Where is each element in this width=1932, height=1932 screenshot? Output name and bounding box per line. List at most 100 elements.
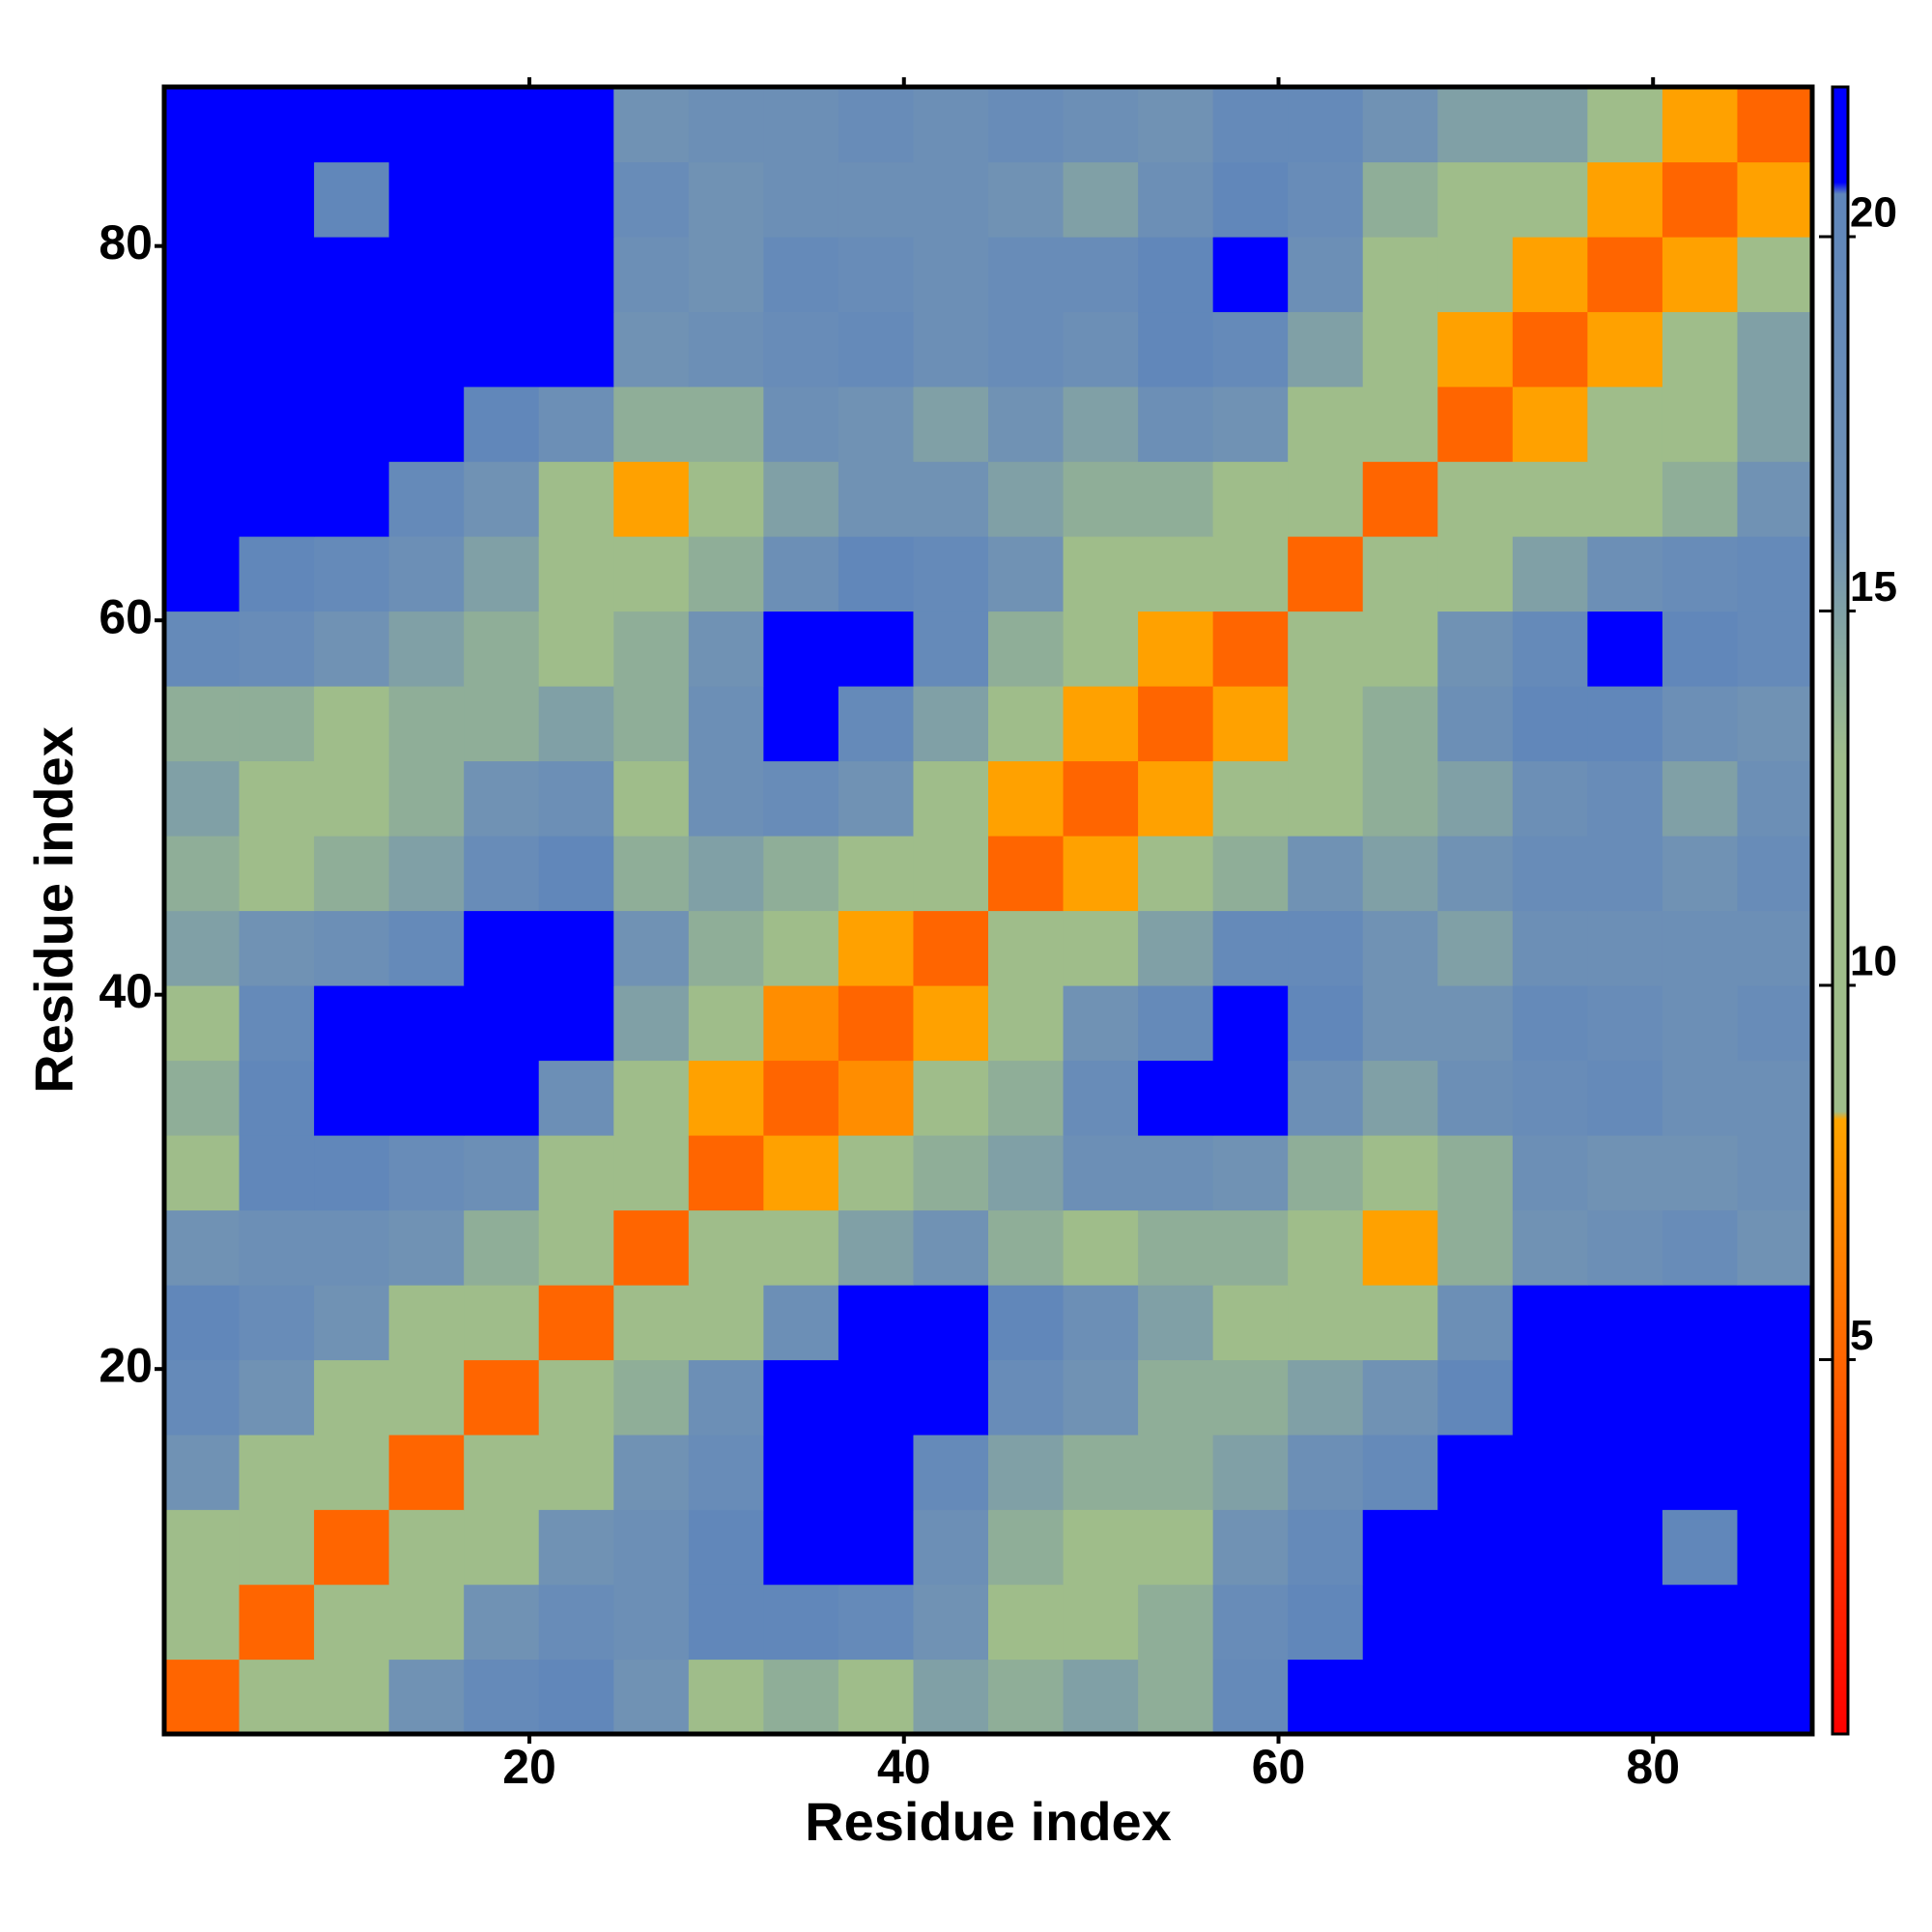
heatmap-cell (1737, 1209, 1813, 1286)
heatmap-cell (838, 237, 915, 313)
heatmap-cell (763, 461, 839, 537)
heatmap-cell (388, 985, 465, 1062)
heatmap-cell (988, 1060, 1065, 1136)
heatmap-cell (838, 611, 915, 687)
heatmap-cell (1212, 161, 1289, 238)
heatmap-cell (1138, 611, 1214, 687)
heatmap-cell (988, 87, 1065, 163)
heatmap-cell (913, 1584, 989, 1661)
heatmap-cell (1512, 1509, 1588, 1585)
heatmap-cell (464, 237, 540, 313)
heatmap-cell (1662, 1285, 1739, 1361)
heatmap-cell (314, 1584, 390, 1661)
heatmap-cell (763, 1659, 839, 1735)
colorbar-tick-label: 20 (1850, 189, 1897, 237)
heatmap-cell (688, 87, 764, 163)
heatmap-cell (314, 1359, 390, 1435)
heatmap-cell (913, 1509, 989, 1585)
heatmap-cell (239, 87, 315, 163)
heatmap-cell (164, 1359, 241, 1435)
heatmap-cell (464, 1209, 540, 1286)
heatmap-cell (239, 1509, 315, 1585)
heatmap-cell (314, 386, 390, 463)
heatmap-cell (1212, 1060, 1289, 1136)
heatmap-cell (1138, 1584, 1214, 1661)
heatmap-cell (763, 760, 839, 837)
heatmap-cell (838, 836, 915, 912)
heatmap-cell (464, 611, 540, 687)
heatmap-cell (763, 1209, 839, 1286)
heatmap-cell (538, 760, 614, 837)
heatmap-cell (464, 536, 540, 612)
heatmap-cell (1212, 910, 1289, 986)
heatmap-cell (1512, 1060, 1588, 1136)
heatmap-cell (1138, 237, 1214, 313)
heatmap-cell (1437, 1359, 1514, 1435)
heatmap-cell (1662, 237, 1739, 313)
heatmap-cell (1437, 461, 1514, 537)
heatmap-cell (688, 461, 764, 537)
heatmap-cell (1288, 1209, 1364, 1286)
heatmap-cell (688, 760, 764, 837)
heatmap-cell (388, 1435, 465, 1511)
heatmap-cell (988, 836, 1065, 912)
heatmap-cell (913, 237, 989, 313)
heatmap-cell (1362, 1285, 1438, 1361)
heatmap-cell (1063, 536, 1139, 612)
heatmap-cell (1212, 1359, 1289, 1435)
heatmap-cell (1662, 161, 1739, 238)
heatmap-cell (388, 686, 465, 762)
heatmap-cell (239, 386, 315, 463)
heatmap-cell (1737, 87, 1813, 163)
heatmap-cell (1437, 87, 1514, 163)
heatmap-cell (1737, 1509, 1813, 1585)
heatmap-cell (1437, 836, 1514, 912)
heatmap-cell (464, 686, 540, 762)
heatmap-cell (688, 1060, 764, 1136)
heatmap-cell (1288, 237, 1364, 313)
heatmap-cell (1063, 87, 1139, 163)
heatmap-cell (913, 1285, 989, 1361)
heatmap-cell (314, 910, 390, 986)
heatmap-cell (1063, 237, 1139, 313)
heatmap-cell (1437, 386, 1514, 463)
heatmap-cell (913, 536, 989, 612)
heatmap-cell (1212, 461, 1289, 537)
heatmap-cell (763, 536, 839, 612)
heatmap-cell (388, 1209, 465, 1286)
heatmap-cell (613, 836, 690, 912)
heatmap-cell (688, 161, 764, 238)
heatmap-cell (613, 1209, 690, 1286)
heatmap-cell (1138, 1359, 1214, 1435)
heatmap-cell (838, 1359, 915, 1435)
heatmap-cell (613, 910, 690, 986)
heatmap-cell (1212, 237, 1289, 313)
heatmap-cell (1737, 386, 1813, 463)
heatmap-cell (314, 1509, 390, 1585)
heatmap-cell (1063, 1435, 1139, 1511)
heatmap-cell (1362, 1435, 1438, 1511)
heatmap-cell (1063, 1135, 1139, 1211)
heatmap-cell (838, 1060, 915, 1136)
heatmap-cell (838, 1285, 915, 1361)
heatmap-cell (688, 1135, 764, 1211)
heatmap-cell (613, 386, 690, 463)
heatmap-cell (388, 760, 465, 837)
heatmap-cell (1288, 1060, 1364, 1136)
heatmap-cell (1512, 1209, 1588, 1286)
heatmap-cell (1063, 686, 1139, 762)
heatmap-cell (1587, 1359, 1663, 1435)
heatmap-cell (1737, 1359, 1813, 1435)
heatmap-cell (1362, 461, 1438, 537)
heatmap-cell (1212, 611, 1289, 687)
heatmap-cell (688, 836, 764, 912)
heatmap-cell (613, 161, 690, 238)
heatmap-cell (688, 1285, 764, 1361)
heatmap-cell (838, 311, 915, 387)
heatmap-cell (538, 1060, 614, 1136)
heatmap-cell (164, 1209, 241, 1286)
heatmap-cell (1063, 461, 1139, 537)
heatmap-cell (1288, 1435, 1364, 1511)
y-tick-label: 60 (99, 589, 153, 643)
heatmap-cell (1138, 386, 1214, 463)
